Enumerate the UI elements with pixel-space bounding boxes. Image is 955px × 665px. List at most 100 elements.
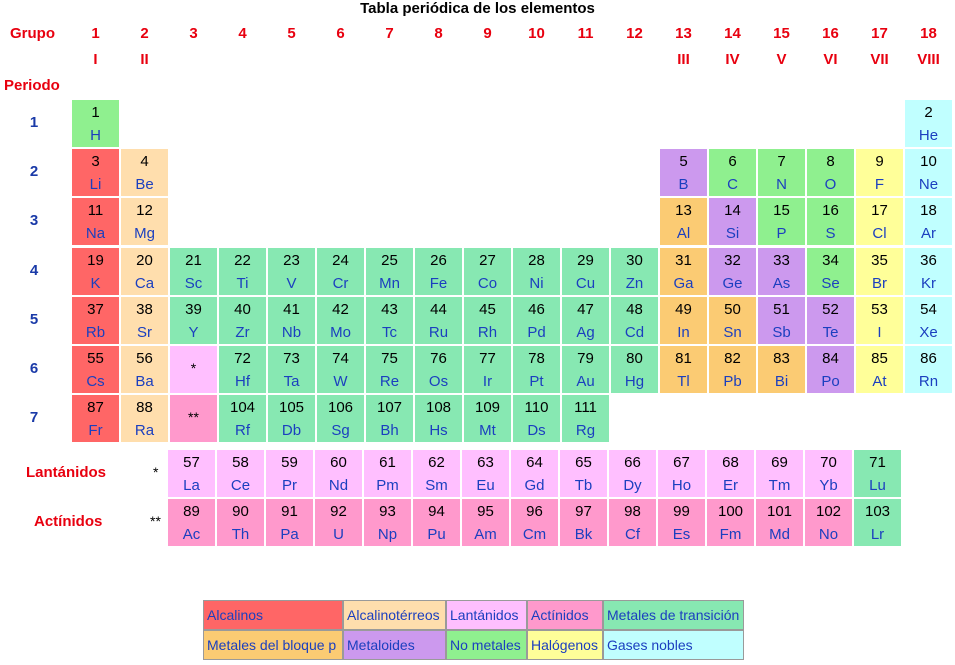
element-cell-nb[interactable]: 41 Nb	[268, 296, 315, 344]
element-cell-at[interactable]: 85 At	[856, 346, 903, 393]
element-cell-co[interactable]: 27 Co	[464, 247, 511, 295]
element-cell-ga[interactable]: 31 Ga	[660, 247, 707, 295]
element-cell-pa[interactable]: 91 Pa	[266, 499, 313, 546]
element-cell-rn[interactable]: 86 Rn	[905, 346, 952, 393]
element-cell-zn[interactable]: 30 Zn	[611, 247, 658, 295]
element-cell-hf[interactable]: 72 Hf	[219, 346, 266, 393]
element-cell-na[interactable]: 11 Na	[72, 198, 119, 246]
element-cell-au[interactable]: 79 Au	[562, 346, 609, 393]
element-cell-mg[interactable]: 12 Mg	[121, 198, 168, 246]
element-cell-eu[interactable]: 63 Eu	[462, 450, 509, 497]
element-cell-pr[interactable]: 59 Pr	[266, 450, 313, 497]
element-cell-ta[interactable]: 73 Ta	[268, 346, 315, 393]
element-cell-pt[interactable]: 78 Pt	[513, 346, 560, 393]
element-cell-cs[interactable]: 55 Cs	[72, 346, 119, 393]
element-cell-po[interactable]: 84 Po	[807, 346, 854, 393]
element-cell-s[interactable]: 16 S	[807, 198, 854, 246]
element-cell-la[interactable]: 57 La	[168, 450, 215, 497]
element-cell-bk[interactable]: 97 Bk	[560, 499, 607, 546]
element-cell-es[interactable]: 99 Es	[658, 499, 705, 546]
element-cell-tm[interactable]: 69 Tm	[756, 450, 803, 497]
element-cell-sc[interactable]: 21 Sc	[170, 247, 217, 295]
element-cell-dy[interactable]: 66 Dy	[609, 450, 656, 497]
element-cell-pd[interactable]: 46 Pd	[513, 296, 560, 344]
element-cell-rg[interactable]: 111 Rg	[562, 395, 609, 443]
element-cell-sm[interactable]: 62 Sm	[413, 450, 460, 497]
element-cell-cm[interactable]: 96 Cm	[511, 499, 558, 546]
element-cell-fr[interactable]: 87 Fr	[72, 395, 119, 443]
element-cell-bh[interactable]: 107 Bh	[366, 395, 413, 443]
element-cell-tl[interactable]: 81 Tl	[660, 346, 707, 393]
element-cell-ne[interactable]: 10 Ne	[905, 149, 952, 197]
element-cell-rh[interactable]: 45 Rh	[464, 296, 511, 344]
element-cell-ac[interactable]: 89 Ac	[168, 499, 215, 546]
element-cell-ge[interactable]: 32 Ge	[709, 247, 756, 295]
element-cell-er[interactable]: 68 Er	[707, 450, 754, 497]
element-cell-ag[interactable]: 47 Ag	[562, 296, 609, 344]
element-cell-ba[interactable]: 56 Ba	[121, 346, 168, 393]
element-cell-sg[interactable]: 106 Sg	[317, 395, 364, 443]
element-cell-yb[interactable]: 70 Yb	[805, 450, 852, 497]
element-cell-md[interactable]: 101 Md	[756, 499, 803, 546]
element-cell-am[interactable]: 95 Am	[462, 499, 509, 546]
element-cell-si[interactable]: 14 Si	[709, 198, 756, 246]
element-cell-ni[interactable]: 28 Ni	[513, 247, 560, 295]
element-cell-no[interactable]: 102 No	[805, 499, 852, 546]
element-cell-te[interactable]: 52 Te	[807, 296, 854, 344]
element-cell-ra[interactable]: 88 Ra	[121, 395, 168, 443]
element-cell-be[interactable]: 4 Be	[121, 149, 168, 197]
element-cell-li[interactable]: 3 Li	[72, 149, 119, 197]
element-cell-gd[interactable]: 64 Gd	[511, 450, 558, 497]
element-cell-al[interactable]: 13 Al	[660, 198, 707, 246]
element-cell-ds[interactable]: 110 Ds	[513, 395, 560, 443]
element-cell-re[interactable]: 75 Re	[366, 346, 413, 393]
element-cell-ru[interactable]: 44 Ru	[415, 296, 462, 344]
element-cell-sn[interactable]: 50 Sn	[709, 296, 756, 344]
element-cell-cu[interactable]: 29 Cu	[562, 247, 609, 295]
element-cell-rf[interactable]: 104 Rf	[219, 395, 266, 443]
element-cell-pu[interactable]: 94 Pu	[413, 499, 460, 546]
element-cell-ti[interactable]: 22 Ti	[219, 247, 266, 295]
element-cell-cd[interactable]: 48 Cd	[611, 296, 658, 344]
element-cell-mt[interactable]: 109 Mt	[464, 395, 511, 443]
element-cell-y[interactable]: 39 Y	[170, 296, 217, 344]
element-cell-ar[interactable]: 18 Ar	[905, 198, 952, 246]
element-cell-p[interactable]: 15 P	[758, 198, 805, 246]
element-cell-xe[interactable]: 54 Xe	[905, 296, 952, 344]
element-cell-v[interactable]: 23 V	[268, 247, 315, 295]
element-cell-rb[interactable]: 37 Rb	[72, 296, 119, 344]
element-cell-fm[interactable]: 100 Fm	[707, 499, 754, 546]
element-cell-pb[interactable]: 82 Pb	[709, 346, 756, 393]
element-cell-bi[interactable]: 83 Bi	[758, 346, 805, 393]
element-cell-as[interactable]: 33 As	[758, 247, 805, 295]
element-cell-se[interactable]: 34 Se	[807, 247, 854, 295]
element-cell-cf[interactable]: 98 Cf	[609, 499, 656, 546]
element-cell-lu[interactable]: 71 Lu	[854, 450, 901, 497]
element-cell-in[interactable]: 49 In	[660, 296, 707, 344]
element-cell-os[interactable]: 76 Os	[415, 346, 462, 393]
element-cell-w[interactable]: 74 W	[317, 346, 364, 393]
element-cell-ir[interactable]: 77 Ir	[464, 346, 511, 393]
element-cell-th[interactable]: 90 Th	[217, 499, 264, 546]
element-cell-db[interactable]: 105 Db	[268, 395, 315, 443]
element-cell-tb[interactable]: 65 Tb	[560, 450, 607, 497]
element-cell-i[interactable]: 53 I	[856, 296, 903, 344]
element-cell-cr[interactable]: 24 Cr	[317, 247, 364, 295]
element-cell-kr[interactable]: 36 Kr	[905, 247, 952, 295]
element-cell-lr[interactable]: 103 Lr	[854, 499, 901, 546]
element-cell-fe[interactable]: 26 Fe	[415, 247, 462, 295]
element-cell-ho[interactable]: 67 Ho	[658, 450, 705, 497]
element-cell-zr[interactable]: 40 Zr	[219, 296, 266, 344]
element-cell-u[interactable]: 92 U	[315, 499, 362, 546]
element-cell-ce[interactable]: 58 Ce	[217, 450, 264, 497]
element-cell-sb[interactable]: 51 Sb	[758, 296, 805, 344]
element-cell-tc[interactable]: 43 Tc	[366, 296, 413, 344]
element-cell-he[interactable]: 2 He	[905, 100, 952, 147]
element-cell-k[interactable]: 19 K	[72, 247, 119, 295]
